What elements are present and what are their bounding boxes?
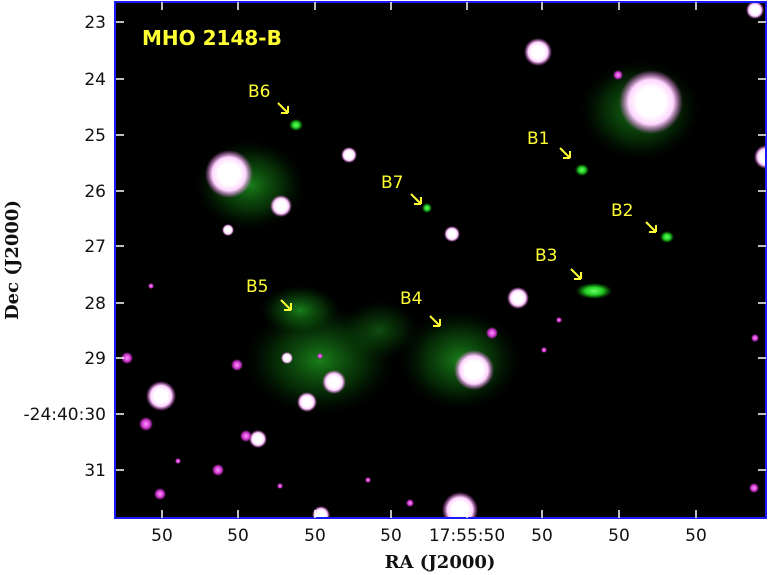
image-frame xyxy=(114,1,767,519)
faint-stars xyxy=(121,70,759,507)
stars xyxy=(146,2,766,518)
y-tick-label: 26 xyxy=(84,182,106,202)
annotation-label-b3: B3 xyxy=(535,246,557,266)
annotation-label-b2: B2 xyxy=(611,201,633,221)
knot-b2 xyxy=(660,231,674,243)
knot-b3 xyxy=(576,283,612,299)
y-axis-title: Dec (J2000) xyxy=(2,200,23,320)
annotation-b6: B6 xyxy=(248,82,289,114)
x-axis-title: RA (J2000) xyxy=(385,552,496,573)
x-tick-label: 50 xyxy=(304,526,326,546)
emission-knots xyxy=(289,119,674,299)
knot-b1 xyxy=(575,164,589,176)
annotation-label-b1: B1 xyxy=(527,129,549,149)
annotation-b3: B3 xyxy=(535,246,582,280)
arrow-icon xyxy=(645,221,657,233)
knot-b6 xyxy=(289,119,303,131)
annotation-b2: B2 xyxy=(611,201,657,233)
annotations: B1 B2 B3 B4 B5 B6 xyxy=(246,82,657,327)
y-tick-label: 23 xyxy=(84,13,106,33)
y-tick-label: 31 xyxy=(84,461,106,481)
tick-marks xyxy=(116,2,766,518)
annotation-label-b7: B7 xyxy=(381,173,403,193)
arrow-icon xyxy=(429,315,441,327)
annotation-label-b6: B6 xyxy=(248,82,270,102)
y-tick-label: -24:40:30 xyxy=(24,405,107,425)
annotation-b5: B5 xyxy=(246,277,292,311)
y-tick-label: 27 xyxy=(84,237,106,257)
x-tick-label: 50 xyxy=(380,526,402,546)
arrow-icon xyxy=(280,299,292,311)
x-tick-label: 50 xyxy=(151,526,173,546)
annotation-b4: B4 xyxy=(400,289,441,327)
x-tick-label: 50 xyxy=(531,526,553,546)
annotation-b7: B7 xyxy=(381,173,422,205)
image-panel: B1 B2 B3 B4 B5 B6 xyxy=(116,2,766,518)
y-tick-label: 29 xyxy=(84,349,106,369)
y-tick-labels: 23 24 25 26 27 28 29 -24:40:30 31 xyxy=(24,13,107,481)
annotation-label-b5: B5 xyxy=(246,277,268,297)
arrow-icon xyxy=(277,102,289,114)
annotation-b1: B1 xyxy=(527,129,571,159)
x-tick-label: 50 xyxy=(227,526,249,546)
y-tick-label: 25 xyxy=(84,126,106,146)
arrow-icon xyxy=(559,147,571,159)
knot-b7 xyxy=(422,203,432,213)
arrow-icon xyxy=(410,193,422,205)
y-tick-label: 28 xyxy=(84,294,106,314)
x-tick-label: 17:55:50 xyxy=(429,526,505,546)
x-tick-labels: 50 50 50 50 17:55:50 50 50 50 xyxy=(151,526,707,546)
x-tick-label: 50 xyxy=(608,526,630,546)
y-tick-label: 24 xyxy=(84,70,106,90)
x-tick-label: 50 xyxy=(685,526,707,546)
arrow-icon xyxy=(570,268,582,280)
annotation-label-b4: B4 xyxy=(400,289,422,309)
image-title: MHO 2148-B xyxy=(142,26,282,50)
